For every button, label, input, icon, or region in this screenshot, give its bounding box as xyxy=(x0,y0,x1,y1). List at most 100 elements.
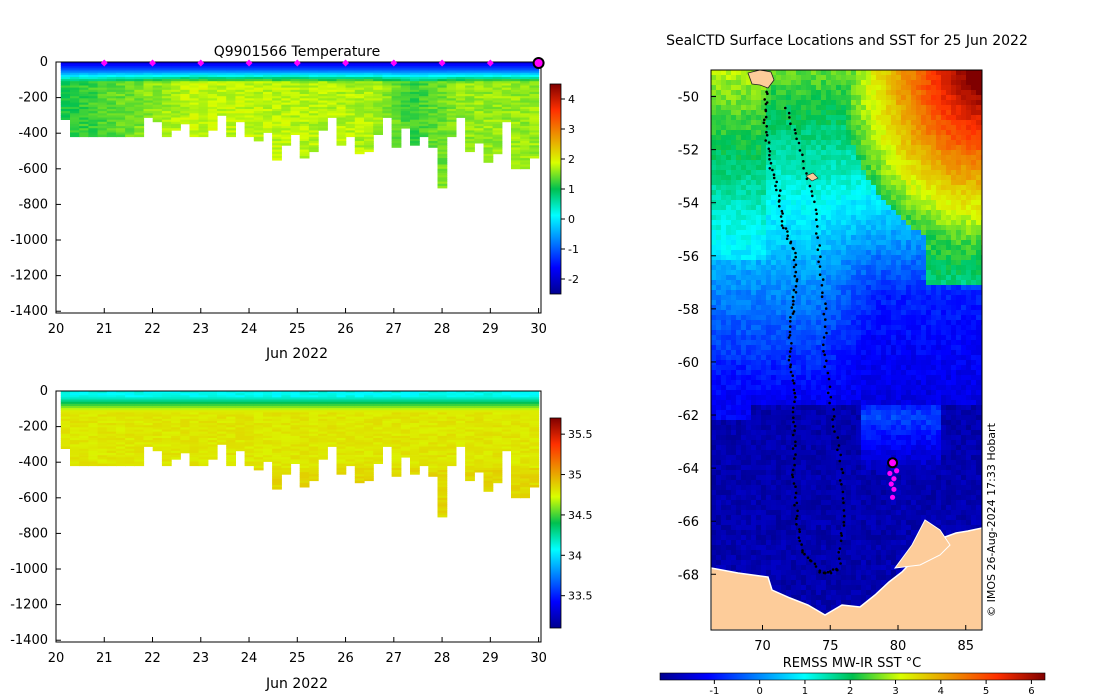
profile-cell xyxy=(161,435,172,439)
profile-cell xyxy=(437,482,448,486)
profile-cell xyxy=(79,420,89,424)
profile-cell xyxy=(520,113,530,116)
profile-cell xyxy=(501,119,512,123)
profile-cell xyxy=(501,446,512,449)
profile-cell xyxy=(263,391,273,394)
profile-cell xyxy=(244,83,255,86)
profile-cell xyxy=(235,96,246,99)
profile-cell xyxy=(180,89,191,93)
sst-cell xyxy=(871,85,877,91)
profile-cell xyxy=(474,459,485,462)
profile-cell xyxy=(125,403,135,407)
profile-cell xyxy=(364,102,374,106)
profile-cell xyxy=(410,408,420,411)
sst-cell xyxy=(741,85,747,91)
profile-cell xyxy=(235,418,246,422)
profile-cell xyxy=(161,121,172,125)
sst-cell xyxy=(726,155,732,161)
sst-cell xyxy=(816,105,822,111)
profile-cell xyxy=(143,406,154,409)
profile-cell xyxy=(253,130,264,133)
profile-cell xyxy=(373,74,383,78)
profile-cell xyxy=(354,435,365,439)
profile-cell xyxy=(281,79,292,82)
profile-cell xyxy=(134,463,145,467)
profile-cell xyxy=(97,132,108,135)
profile-cell xyxy=(318,403,328,407)
profile-cell xyxy=(198,457,209,460)
profile-cell xyxy=(226,431,236,435)
x-tick-label: 27 xyxy=(386,651,403,666)
profile-cell xyxy=(290,457,301,460)
profile-cell xyxy=(253,104,264,108)
profile-cell xyxy=(483,74,494,78)
profile-cell xyxy=(226,408,236,411)
sst-cell xyxy=(916,125,922,131)
sst-cell xyxy=(956,140,962,146)
profile-cell xyxy=(483,450,494,454)
profile-cell xyxy=(373,126,383,129)
profile-cell xyxy=(171,111,181,114)
sst-cell xyxy=(786,100,792,106)
profile-cell xyxy=(318,106,328,110)
profile-cell xyxy=(125,459,135,462)
sst-cell xyxy=(811,155,817,161)
profile-cell xyxy=(79,77,89,80)
profile-cell xyxy=(336,431,347,435)
profile-cell xyxy=(501,440,512,443)
profile-cell xyxy=(106,412,117,415)
profile-cell xyxy=(125,408,135,411)
profile-cell xyxy=(428,463,439,467)
profile-cell xyxy=(198,77,209,80)
sst-cell xyxy=(916,135,922,141)
profile-cell xyxy=(474,440,485,443)
profile-cell xyxy=(327,115,338,118)
profile-cell xyxy=(382,414,393,417)
profile-cell xyxy=(492,113,503,116)
sst-cell xyxy=(871,95,877,101)
profile-cell xyxy=(134,448,145,452)
profile-cell xyxy=(345,401,356,405)
sst-cell xyxy=(921,150,927,156)
profile-cell xyxy=(263,91,273,95)
profile-cell xyxy=(70,446,80,449)
profile-cell xyxy=(60,111,71,114)
profile-cell xyxy=(263,77,273,80)
profile-cell xyxy=(217,416,227,420)
profile-cell xyxy=(492,457,503,460)
profile-cell xyxy=(253,91,264,95)
profile-cell xyxy=(290,77,301,80)
profile-cell xyxy=(79,70,89,73)
profile-cell xyxy=(60,100,71,103)
profile-cell xyxy=(134,100,145,103)
sst-cell xyxy=(896,150,902,156)
sst-cell xyxy=(801,130,807,136)
profile-cell xyxy=(336,403,347,407)
sst-cell xyxy=(856,110,862,116)
sst-cell xyxy=(861,75,867,81)
profile-cell xyxy=(235,104,246,108)
sst-cell xyxy=(926,160,932,166)
profile-cell xyxy=(529,450,540,454)
profile-cell xyxy=(152,77,163,80)
profile-cell xyxy=(281,115,292,118)
sst-cell xyxy=(776,150,782,156)
profile-cell xyxy=(116,87,126,91)
profile-cell xyxy=(474,106,485,110)
profile-cell xyxy=(529,151,540,155)
profile-cell xyxy=(253,111,264,114)
sst-cell xyxy=(726,80,732,86)
profile-cell xyxy=(382,427,393,430)
profile-cell xyxy=(419,66,429,69)
sst-cell xyxy=(736,105,742,111)
profile-cell xyxy=(354,145,365,148)
sst-cell xyxy=(801,85,807,91)
profile-cell xyxy=(336,399,347,402)
profile-cell xyxy=(483,96,494,99)
sst-cell xyxy=(841,120,847,126)
profile-cell xyxy=(410,397,420,400)
profile-cell xyxy=(253,66,264,69)
profile-cell xyxy=(318,442,328,445)
profile-cell xyxy=(382,425,393,428)
profile-cell xyxy=(501,64,512,67)
